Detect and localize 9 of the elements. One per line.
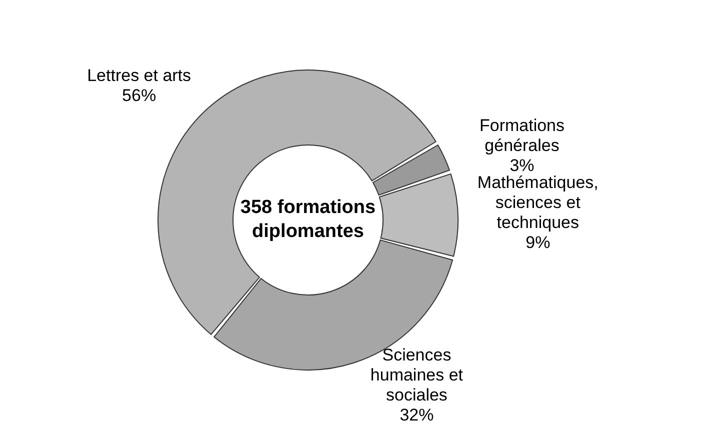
data-label: 3% — [510, 156, 534, 176]
slice-label: Lettres et arts — [87, 66, 192, 86]
data-label: 32% — [400, 406, 434, 426]
data-label: 9% — [526, 234, 550, 253]
slice-label: Mathématiques, sciences et techniques — [477, 174, 598, 233]
slice-label: Formations générales — [479, 116, 565, 156]
text: 358 formations diplomantes — [240, 197, 376, 242]
slice-label: Sciences humaines et sociales — [370, 346, 464, 406]
data-label: 56% — [122, 86, 156, 106]
